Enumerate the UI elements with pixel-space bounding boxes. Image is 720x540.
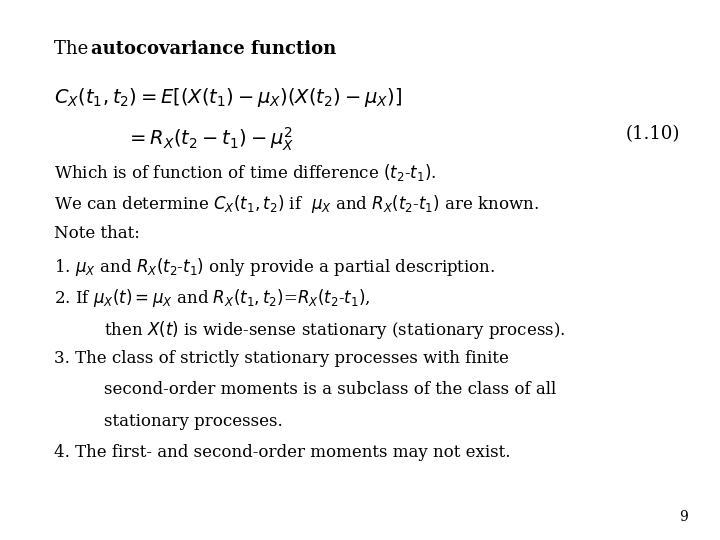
- Text: 1. $\mu_X$ and $R_X(t_2$-$t_1)$ only provide a partial description.: 1. $\mu_X$ and $R_X(t_2$-$t_1)$ only pro…: [54, 256, 495, 278]
- Text: second-order moments is a subclass of the class of all: second-order moments is a subclass of th…: [83, 381, 556, 398]
- Text: 9: 9: [679, 510, 688, 524]
- Text: The: The: [54, 40, 94, 58]
- Text: 2. If $\mu_X(t) = \mu_X$ and $R_X(t_1,t_2)$=$R_X(t_2$-$t_1)$,: 2. If $\mu_X(t) = \mu_X$ and $R_X(t_1,t_…: [54, 287, 371, 309]
- Text: We can determine $C_X(t_1,t_2)$ if  $\mu_X$ and $R_X(t_2$-$t_1)$ are known.: We can determine $C_X(t_1,t_2)$ if $\mu_…: [54, 193, 539, 215]
- Text: stationary processes.: stationary processes.: [83, 413, 282, 429]
- Text: 3. The class of strictly stationary processes with finite: 3. The class of strictly stationary proc…: [54, 350, 509, 367]
- Text: Which is of function of time difference $(t_2$-$t_1)$.: Which is of function of time difference …: [54, 162, 436, 183]
- Text: then $X(t)$ is wide-sense stationary (stationary process).: then $X(t)$ is wide-sense stationary (st…: [83, 319, 565, 341]
- Text: $= R_X(t_2-t_1)-\mu_X^2$: $= R_X(t_2-t_1)-\mu_X^2$: [126, 125, 294, 153]
- Text: Note that:: Note that:: [54, 225, 140, 241]
- Text: $C_X(t_1,t_2) = E\left[(X(t_1)-\mu_X)(X(t_2)-\mu_X)\right]$: $C_X(t_1,t_2) = E\left[(X(t_1)-\mu_X)(X(…: [54, 86, 402, 110]
- Text: 4. The first- and second-order moments may not exist.: 4. The first- and second-order moments m…: [54, 444, 510, 461]
- Text: (1.10): (1.10): [626, 125, 680, 143]
- Text: autocovariance function: autocovariance function: [91, 40, 337, 58]
